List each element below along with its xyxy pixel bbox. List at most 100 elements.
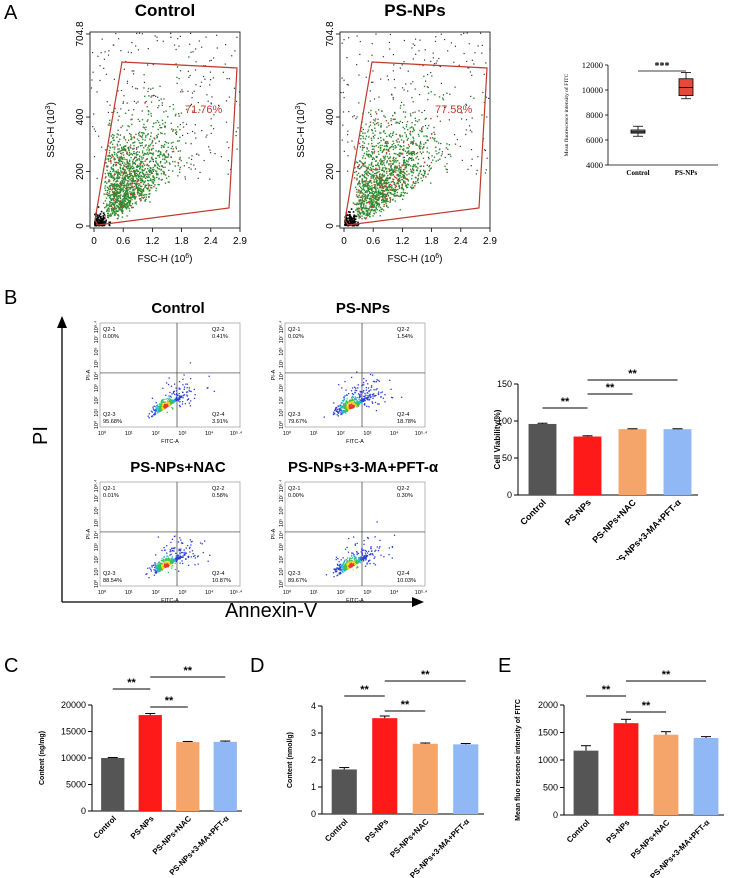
quadrant-event	[373, 389, 375, 391]
flow-event	[412, 128, 415, 131]
flow-event	[366, 196, 369, 198]
flow-event	[394, 112, 396, 115]
flow-event	[108, 192, 110, 195]
flow-event-dark	[187, 70, 189, 72]
flow-event	[405, 159, 408, 162]
flow-event-dark	[459, 145, 461, 147]
flow-event	[371, 185, 373, 187]
flow-event	[380, 183, 383, 185]
flow-event	[377, 137, 379, 140]
quadrant-event	[208, 375, 210, 377]
flow-event	[123, 148, 125, 151]
flow-event-dark	[379, 174, 381, 176]
flow-event	[113, 139, 115, 142]
flow-event	[124, 197, 126, 199]
flow-event-dark	[199, 171, 201, 174]
quadrant-event	[332, 413, 335, 416]
flow-event	[106, 190, 109, 192]
flow-event	[104, 206, 106, 209]
flow-event	[132, 186, 134, 188]
quadrant-event	[346, 409, 349, 411]
flow-event	[388, 184, 391, 186]
flow-event-dark	[373, 98, 376, 100]
flow-event-dark	[204, 65, 206, 67]
quadrant-event	[173, 399, 175, 402]
flow-event-debris	[346, 220, 349, 222]
flow-event	[115, 201, 118, 203]
flow-event	[362, 163, 365, 166]
flow-event	[112, 177, 114, 179]
flow-event	[392, 118, 395, 120]
flow-event	[143, 196, 146, 198]
flow-event	[129, 190, 131, 193]
quadrant-event	[153, 409, 155, 411]
quadrant-event	[187, 564, 190, 566]
quadrant-event	[178, 380, 181, 383]
flow-event	[357, 183, 359, 186]
flow-event-dark	[454, 86, 456, 88]
flow-event	[107, 214, 109, 217]
flow-event	[411, 152, 413, 154]
quadrant-event	[166, 411, 168, 413]
flow-event	[363, 165, 365, 167]
quadrant-event	[175, 394, 178, 396]
flow-event-dark	[111, 111, 113, 114]
flow-event	[128, 160, 131, 162]
flow-event	[127, 191, 129, 194]
quadrant-event	[174, 393, 176, 396]
flow-event	[121, 207, 123, 210]
flow-event	[383, 162, 385, 164]
flow-event	[360, 130, 363, 133]
flow-event	[129, 146, 131, 148]
flow-event	[368, 213, 371, 215]
flow-event	[366, 195, 368, 197]
flow-event	[397, 175, 400, 177]
quadrant-event	[344, 402, 347, 404]
flow-event-dark	[412, 101, 414, 103]
flow-event	[374, 134, 376, 136]
flow-event-dark	[212, 57, 215, 59]
flow-event	[384, 142, 387, 144]
flow-event	[157, 164, 159, 166]
flow-event-dark	[109, 104, 111, 106]
flow-event-dark	[178, 115, 180, 117]
flow-event	[355, 209, 357, 211]
flow-event	[115, 177, 118, 179]
flow-event	[360, 138, 362, 140]
quadrant-event	[358, 403, 361, 405]
flow-event	[108, 205, 111, 207]
flow-event	[117, 90, 119, 92]
flow-event	[162, 40, 165, 43]
flow-event	[378, 153, 380, 156]
flow-event	[109, 185, 112, 187]
flow-event-dark	[137, 49, 140, 51]
flow-event	[399, 181, 402, 183]
quadrant-event	[361, 384, 364, 386]
flow-event	[430, 117, 432, 120]
flow-event-dark	[470, 165, 472, 167]
quadrant-event	[159, 410, 161, 412]
flow-event-dark	[128, 139, 130, 141]
flow-event	[170, 142, 173, 144]
flow-event	[375, 202, 377, 204]
flow-event	[128, 169, 131, 171]
flow-event-debris	[351, 221, 354, 224]
flow-event	[369, 205, 372, 207]
flow-event	[106, 210, 108, 212]
flow-event-dark	[348, 111, 350, 113]
flow-event-dark	[189, 74, 191, 77]
quadrant-event	[160, 408, 162, 410]
flow-event	[132, 169, 135, 172]
flow-event-dark	[196, 153, 198, 155]
flow-event-dark	[112, 44, 114, 46]
flow-event	[377, 192, 379, 194]
quadrant-event	[194, 564, 196, 566]
flow-event	[372, 132, 374, 134]
flow-event-dark	[169, 106, 171, 108]
flow-event	[131, 183, 133, 185]
flow-event-dark	[204, 78, 206, 80]
flow-event	[385, 195, 388, 198]
flow-event	[399, 148, 401, 151]
flow-event-dark	[399, 145, 401, 147]
flow-event	[159, 162, 162, 164]
